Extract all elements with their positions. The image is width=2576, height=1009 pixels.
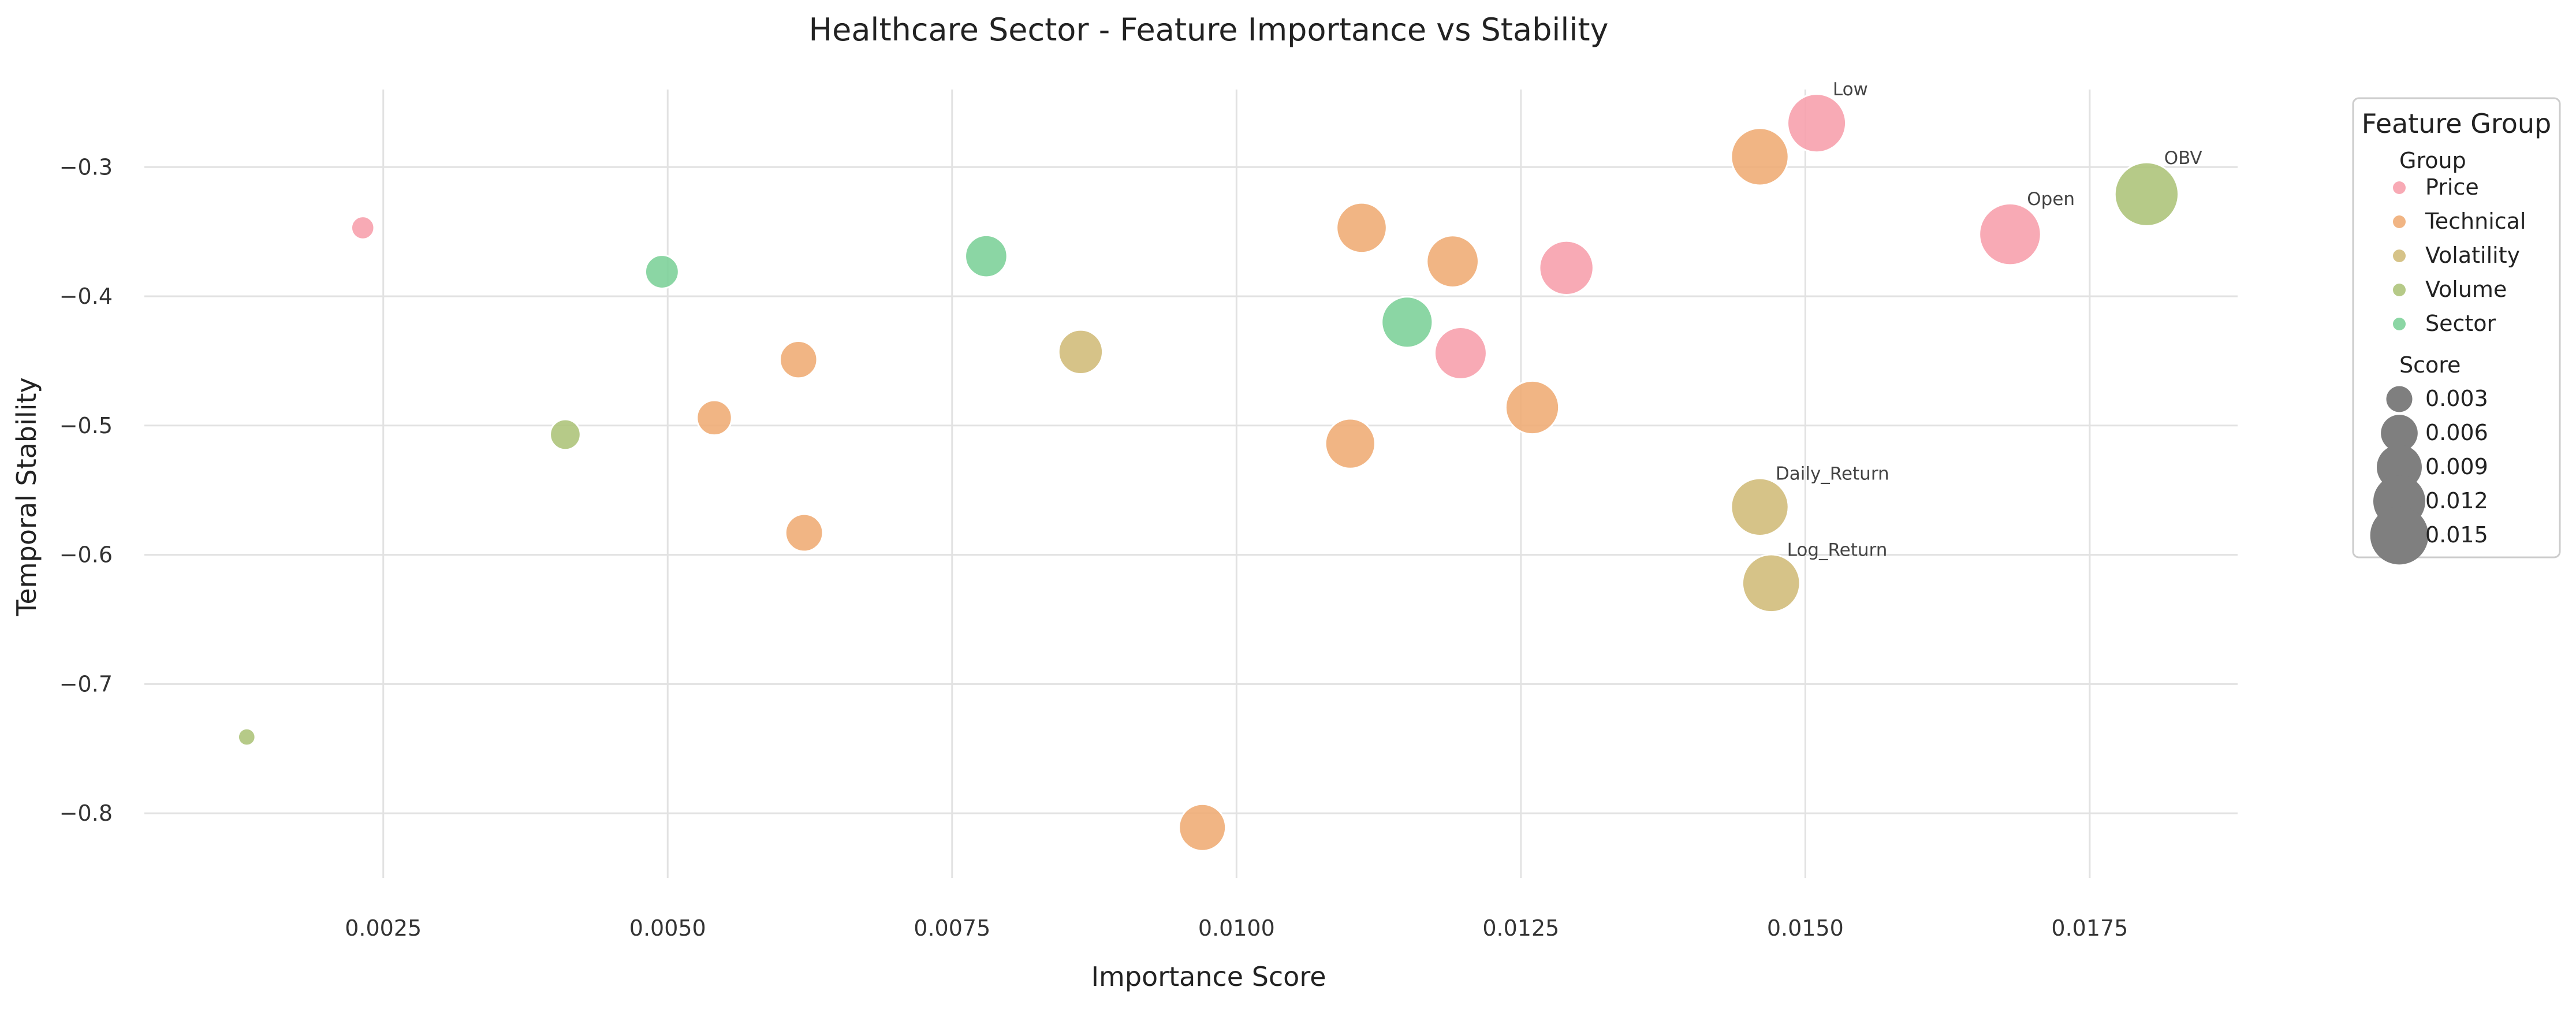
- legend-size-marker: [2381, 415, 2418, 452]
- data-point: [1381, 296, 1434, 349]
- data-point: [696, 399, 733, 437]
- legend-label: Volume: [2425, 277, 2507, 302]
- legend-group-entries: Price Technical Volatility Volume Sector: [2393, 174, 2526, 336]
- data-point: [350, 215, 375, 240]
- x-tick-label: 0.0175: [2051, 915, 2128, 941]
- legend: Feature Group Group Price Technical Volati…: [2352, 97, 2561, 565]
- legend-marker: [2393, 215, 2406, 228]
- data-point: [1426, 234, 1479, 288]
- data-point: [1538, 240, 1594, 296]
- data-point: [1730, 127, 1790, 187]
- data-point: [1433, 326, 1488, 380]
- legend-marker: [2393, 318, 2406, 330]
- legend-group-heading: Group: [2399, 148, 2466, 173]
- legend-size-marker: [2370, 506, 2429, 565]
- legend-label: Price: [2425, 174, 2479, 200]
- legend-size-label: 0.006: [2425, 420, 2488, 445]
- y-tick-label: −0.8: [59, 801, 113, 826]
- data-point: [1336, 202, 1388, 254]
- legend-size-label: 0.012: [2425, 488, 2488, 513]
- data-points: [237, 93, 2180, 852]
- y-ticks: −0.3 −0.4 −0.5 −0.6 −0.7 −0.8: [59, 154, 113, 826]
- data-point: [779, 340, 818, 379]
- data-point: [784, 513, 824, 553]
- y-tick-label: −0.6: [59, 542, 113, 568]
- legend-size-entries: 0.003 0.006 0.009 0.012 0.015: [2370, 386, 2488, 565]
- x-tick-label: 0.0050: [629, 915, 706, 941]
- y-axis-label: Temporal Stability: [11, 377, 42, 616]
- data-point: [1057, 329, 1104, 375]
- legend-marker: [2393, 181, 2406, 194]
- data-point: [964, 234, 1008, 278]
- data-point: [549, 418, 581, 451]
- x-tick-label: 0.0125: [1482, 915, 1559, 941]
- grid: [144, 90, 2238, 878]
- legend-title: Feature Group: [2362, 108, 2552, 139]
- data-point: [1324, 418, 1376, 470]
- point-labels: OBV Open Low Log_Return Daily_Return: [1776, 79, 2202, 560]
- legend-label: Sector: [2425, 311, 2496, 336]
- point-annotation: OBV: [2164, 148, 2202, 169]
- data-point: [237, 727, 256, 747]
- legend-size-label: 0.003: [2425, 386, 2488, 411]
- point-annotation: Log_Return: [1787, 539, 1888, 560]
- data-point: [2113, 161, 2180, 227]
- x-ticks: 0.0025 0.0050 0.0075 0.0100 0.0125 0.0150 0.01…: [345, 915, 2128, 941]
- point-annotation: Daily_Return: [1776, 464, 1889, 485]
- legend-marker: [2393, 284, 2406, 296]
- chart-title: Healthcare Sector - Feature Importance v…: [809, 12, 1609, 48]
- x-tick-label: 0.0025: [345, 915, 422, 941]
- y-tick-label: −0.3: [59, 154, 113, 180]
- x-tick-label: 0.0150: [1767, 915, 1844, 941]
- data-point: [1504, 379, 1560, 435]
- y-tick-label: −0.7: [59, 671, 113, 697]
- legend-marker: [2393, 250, 2406, 262]
- x-tick-label: 0.0100: [1198, 915, 1275, 941]
- data-point: [1787, 93, 1847, 154]
- legend-size-marker: [2386, 386, 2413, 412]
- legend-label: Technical: [2425, 208, 2526, 234]
- x-axis-label: Importance Score: [1091, 961, 1326, 992]
- data-point: [1978, 202, 2042, 266]
- y-tick-label: −0.4: [59, 284, 113, 309]
- data-point: [1741, 553, 1801, 613]
- data-point: [1178, 803, 1227, 852]
- legend-size-label: 0.015: [2425, 522, 2488, 548]
- data-point: [1730, 477, 1790, 537]
- x-tick-label: 0.0075: [914, 915, 990, 941]
- data-point: [644, 254, 680, 289]
- legend-size-label: 0.009: [2425, 454, 2488, 479]
- legend-size-heading: Score: [2399, 352, 2461, 378]
- legend-label: Volatility: [2425, 243, 2520, 268]
- point-annotation: Low: [1833, 79, 1868, 100]
- y-tick-label: −0.5: [59, 413, 113, 438]
- point-annotation: Open: [2027, 189, 2075, 210]
